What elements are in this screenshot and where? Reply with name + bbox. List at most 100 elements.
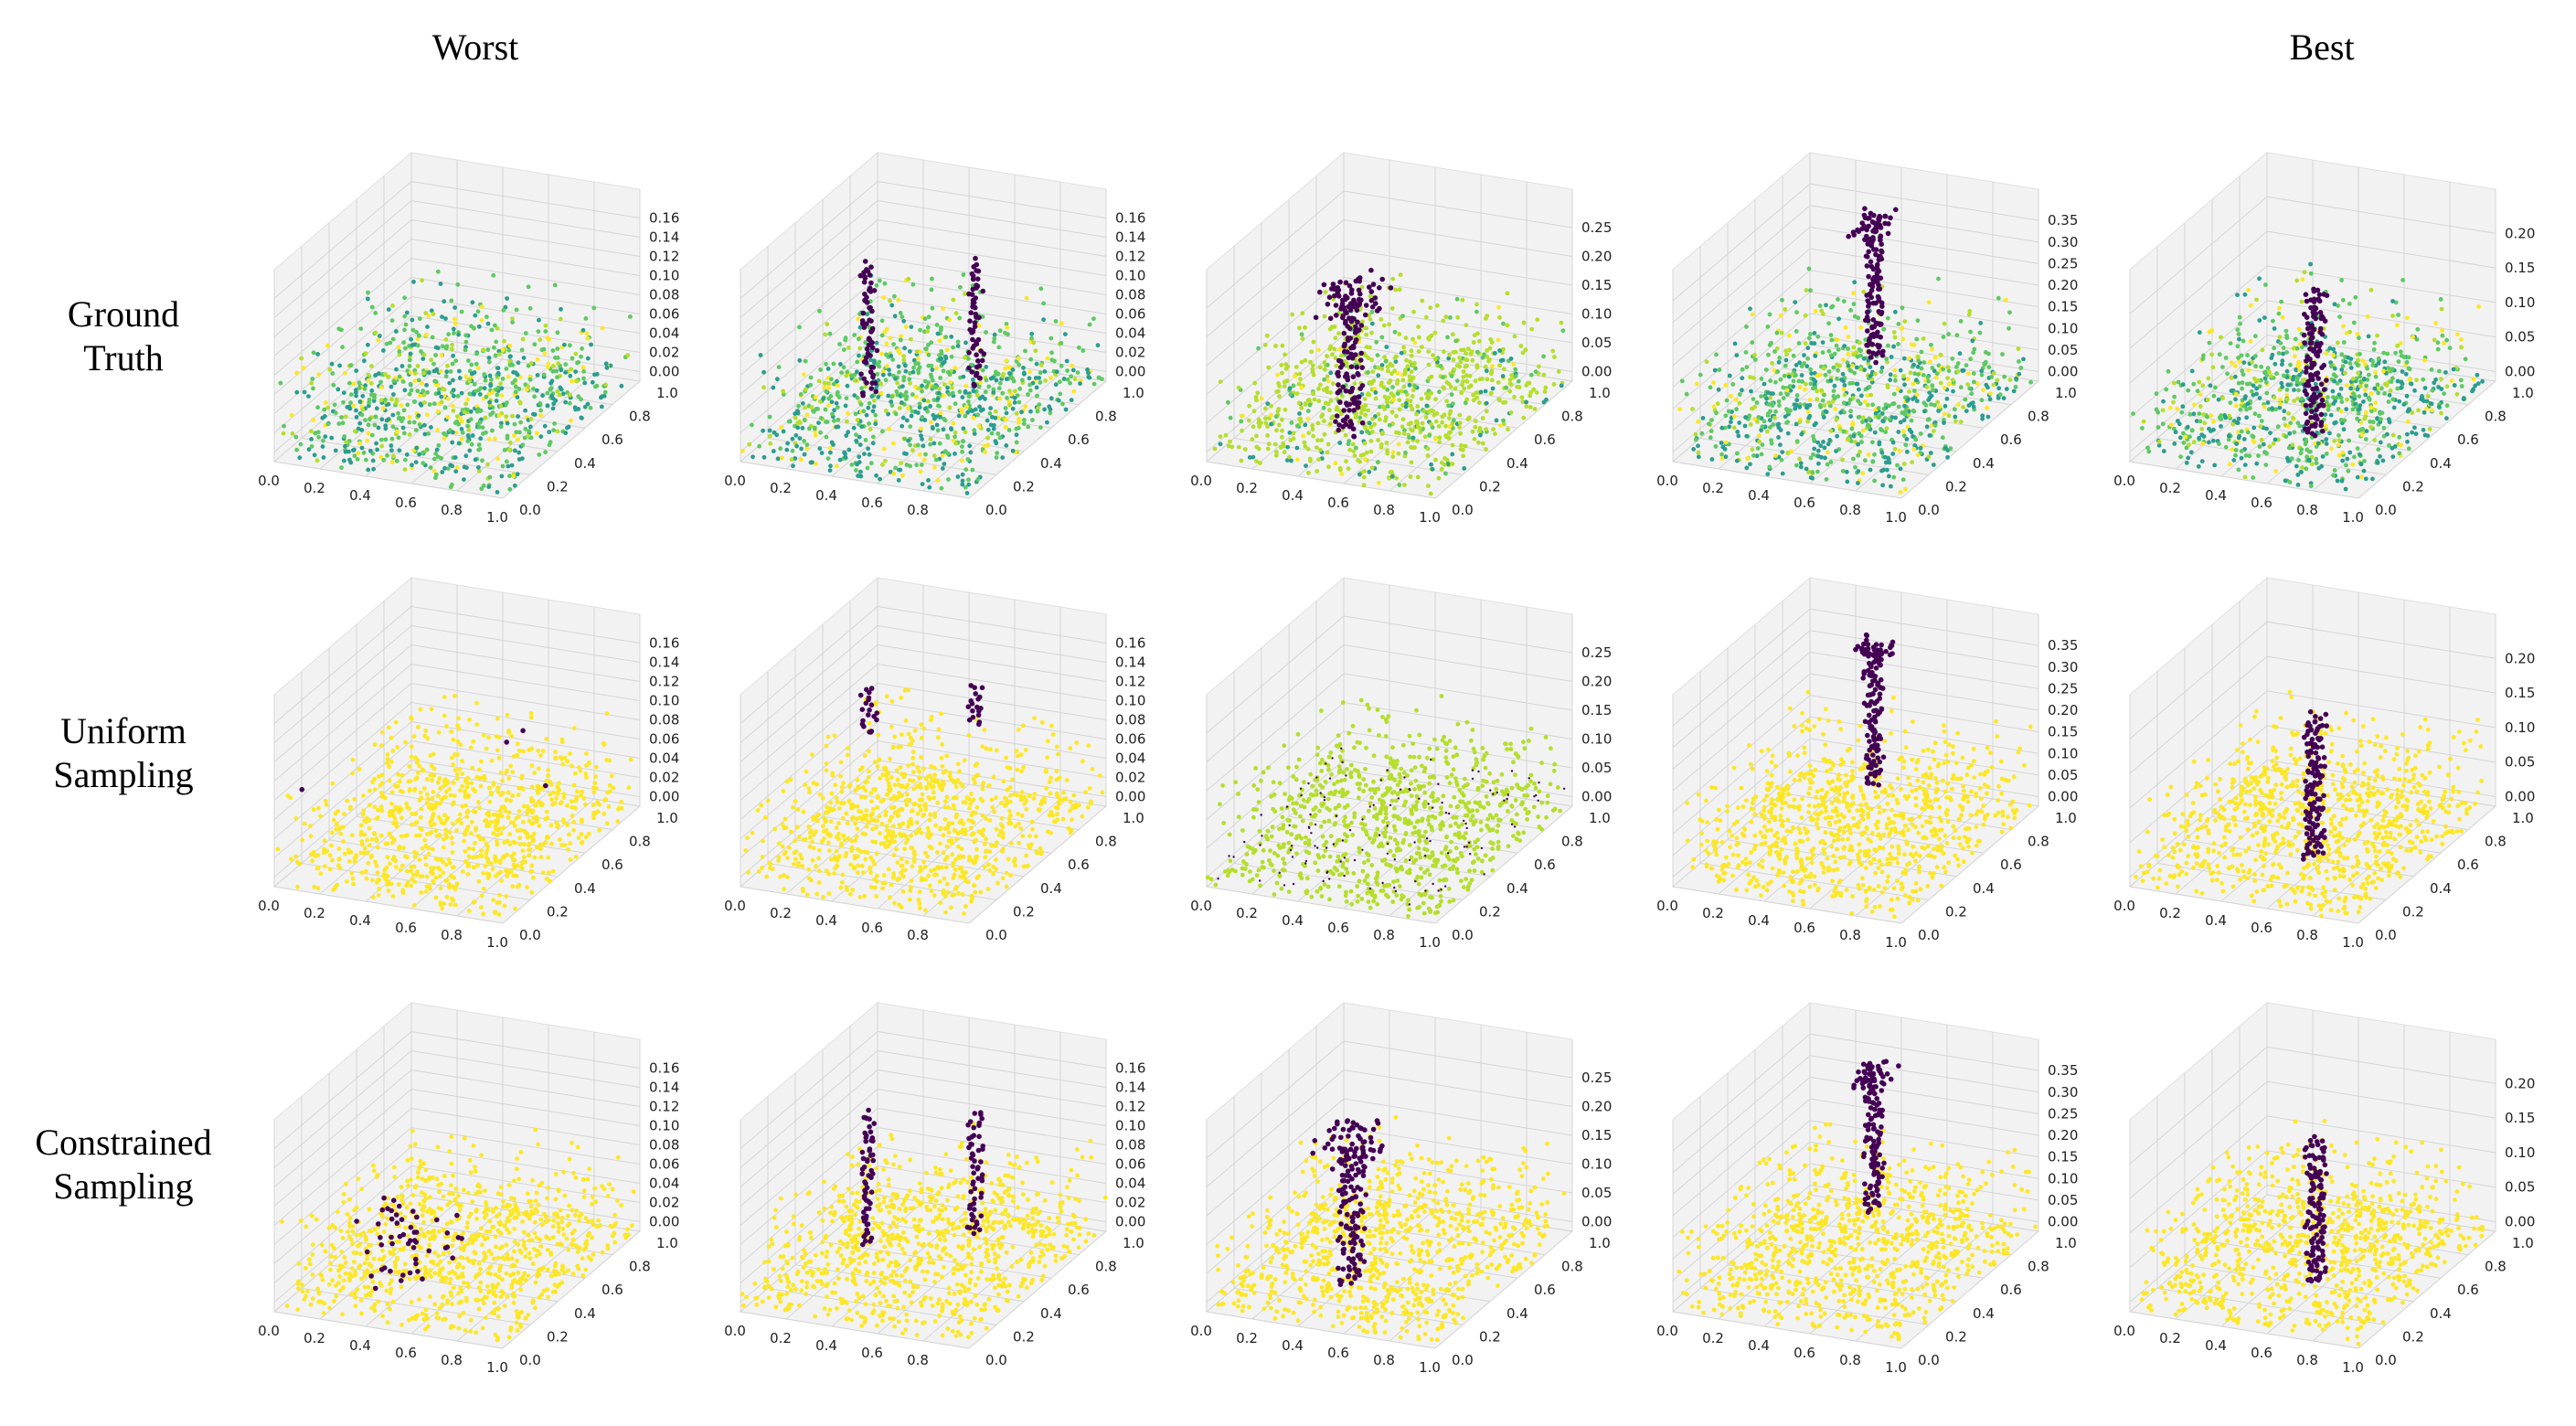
scatter-point xyxy=(1484,409,1489,414)
scatter-point xyxy=(1842,410,1847,415)
scatter-point xyxy=(559,367,564,373)
scatter-point xyxy=(2292,399,2296,403)
grid-line xyxy=(273,258,412,376)
scatter-point xyxy=(435,454,441,459)
scatter-point xyxy=(2324,437,2329,442)
scatter-point xyxy=(2021,356,2026,362)
scatter-point xyxy=(2254,297,2259,303)
scatter-point xyxy=(1378,383,1384,388)
scatter-point xyxy=(1815,388,1820,394)
scatter-point xyxy=(411,399,417,404)
scatter-point xyxy=(823,332,827,337)
scatter-point xyxy=(995,451,1000,455)
scatter-point xyxy=(1890,401,1895,407)
scatter-point xyxy=(2168,422,2174,428)
scatter-point xyxy=(425,389,430,395)
scatter-point xyxy=(1878,235,1883,240)
scatter-point xyxy=(2186,388,2191,393)
scatter-point xyxy=(1369,357,1375,363)
scatter-point xyxy=(1799,364,1804,368)
grid-line xyxy=(502,380,641,499)
grid-line xyxy=(1672,248,1811,367)
scatter-point xyxy=(908,380,912,386)
scatter-point xyxy=(1455,314,1460,320)
scatter-point xyxy=(1280,417,1284,422)
scatter-point xyxy=(518,420,523,425)
z-tick-label: 0.00 xyxy=(1115,364,1145,380)
z-tick-label: 0.02 xyxy=(1115,345,1145,361)
scatter-point xyxy=(443,337,449,342)
scatter-point xyxy=(969,271,975,277)
scatter-point xyxy=(359,428,365,432)
scatter-point xyxy=(1524,383,1529,388)
scatter-point xyxy=(1396,451,1401,456)
scatter-point xyxy=(1437,435,1442,441)
scatter-point xyxy=(2198,404,2203,409)
scatter-point xyxy=(933,457,939,463)
scatter-point xyxy=(1500,374,1506,378)
scatter-point xyxy=(937,456,942,462)
scatter-point xyxy=(386,401,391,407)
scatter-point xyxy=(1325,378,1331,384)
scatter-point xyxy=(401,408,407,413)
scatter-point xyxy=(1799,431,1804,437)
scatter-point xyxy=(870,441,876,446)
grid-line xyxy=(273,239,412,356)
scatter-point xyxy=(470,433,475,438)
scatter-point xyxy=(1812,331,1817,335)
scatter-point xyxy=(797,420,802,424)
scatter-point xyxy=(2279,380,2284,386)
scatter-point xyxy=(1865,393,1870,399)
scatter-point xyxy=(2347,361,2353,366)
scatter-point xyxy=(1755,420,1760,424)
scatter-point xyxy=(551,401,557,407)
scatter-point xyxy=(2264,373,2270,378)
scatter-point xyxy=(1315,438,1320,443)
scatter-point xyxy=(294,389,300,395)
scatter-point xyxy=(2439,306,2444,312)
scatter-point xyxy=(1427,433,1432,438)
scatter-point xyxy=(899,334,904,339)
scatter-point xyxy=(457,368,462,374)
scatter-point xyxy=(1049,357,1055,363)
scatter-point xyxy=(1372,387,1378,391)
scatter-point xyxy=(1535,317,1540,323)
scatter-point xyxy=(420,278,424,283)
scatter-point xyxy=(869,394,875,399)
scatter-point xyxy=(1480,441,1485,446)
scatter-point xyxy=(1826,321,1831,326)
scatter-point xyxy=(1785,451,1790,455)
scatter-point xyxy=(1726,409,1731,414)
scatter-point xyxy=(1336,357,1342,364)
scatter-point xyxy=(370,458,376,463)
scatter-point xyxy=(1484,427,1488,431)
scatter-point xyxy=(920,388,924,394)
scatter-point xyxy=(975,477,981,482)
scatter-point xyxy=(2248,406,2252,410)
scatter-point xyxy=(2427,427,2432,431)
scatter-point xyxy=(2207,340,2212,346)
scatter-point xyxy=(1896,430,1901,434)
scatter-point xyxy=(1856,315,1861,321)
scatter-point xyxy=(1478,432,1483,438)
grid-line xyxy=(877,239,1107,276)
scatter-point xyxy=(2028,379,2033,385)
scatter-point xyxy=(2280,358,2285,364)
scatter-point xyxy=(1013,388,1017,394)
scatter-point xyxy=(1454,378,1460,383)
row-label-line: Truth xyxy=(83,337,164,378)
scatter-point xyxy=(1766,402,1772,407)
scatter-point xyxy=(1394,413,1399,419)
scatter-point xyxy=(427,402,432,407)
scatter-point xyxy=(960,410,964,415)
scatter-point xyxy=(1457,412,1463,418)
scatter-point xyxy=(1757,439,1762,444)
scatter-point xyxy=(1869,341,1876,347)
scatter-point xyxy=(2308,271,2314,276)
scatter-point xyxy=(1905,377,1911,382)
scatter-point xyxy=(2264,426,2269,431)
scatter-point xyxy=(2336,340,2340,346)
scatter-point xyxy=(1831,365,1836,370)
scatter-point xyxy=(1387,422,1392,428)
scatter-point xyxy=(1924,424,1930,430)
